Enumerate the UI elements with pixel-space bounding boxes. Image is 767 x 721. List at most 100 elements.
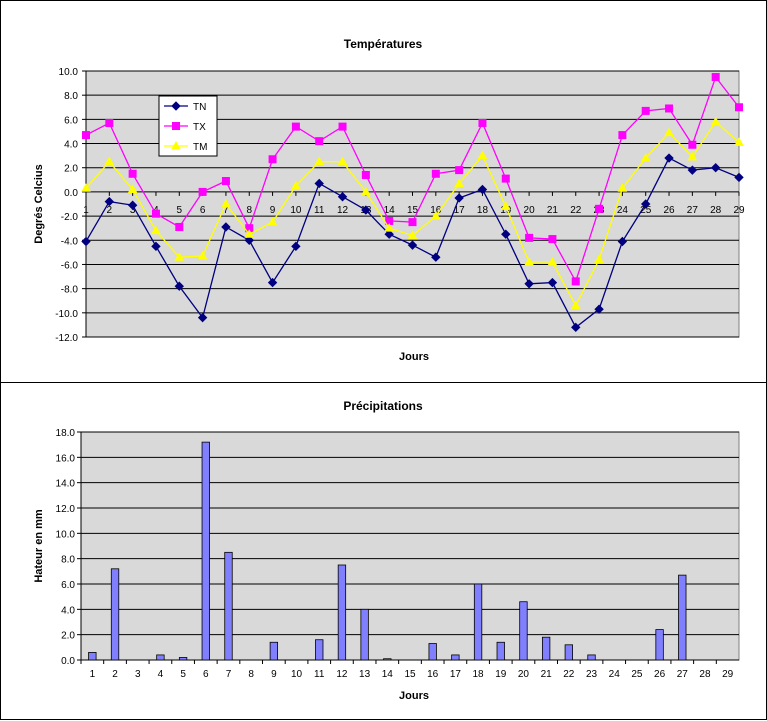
temperature-point-tm bbox=[81, 183, 91, 192]
temperature-point-tm bbox=[594, 254, 604, 264]
precipitation-chart-panel: Précipitations Jours Hateur en mm 18.0 16… bbox=[0, 382, 767, 720]
temperature-point-tn bbox=[571, 322, 581, 333]
precipitation-x-tick-label: 17 bbox=[450, 669, 462, 680]
temperature-point-tx bbox=[105, 118, 114, 127]
temperature-point-tx bbox=[525, 233, 534, 242]
precipitation-x-tick-label: 7 bbox=[226, 669, 232, 680]
temperature-point-tm bbox=[687, 151, 698, 161]
temperature-x-tick-label: 1 bbox=[83, 205, 89, 216]
temperature-x-tick-label: 24 bbox=[617, 205, 629, 216]
temperature-x-tick-label: 19 bbox=[500, 205, 512, 216]
temperature-point-tm bbox=[221, 198, 231, 208]
temperature-point-tx bbox=[82, 131, 90, 140]
temperature-point-tm bbox=[500, 201, 511, 210]
temperature-point-tn bbox=[104, 196, 115, 207]
temperature-x-tick-label: 10 bbox=[290, 205, 302, 216]
precipitation-x-tick-label: 3 bbox=[135, 669, 141, 680]
temperature-point-tn bbox=[174, 281, 184, 291]
temperature-point-tn bbox=[291, 241, 301, 252]
temperature-y-tick-label: -2.0 bbox=[61, 212, 79, 223]
temperature-y-tick-label: -8.0 bbox=[61, 285, 79, 296]
precipitation-y-tick-label: 10.0 bbox=[56, 529, 76, 540]
precipitation-x-tick-label: 10 bbox=[291, 669, 303, 680]
temperature-x-tick-label: 21 bbox=[547, 205, 559, 216]
temperature-point-tn bbox=[384, 229, 394, 239]
temperature-point-tx bbox=[221, 177, 230, 186]
temperature-x-tick-label: 6 bbox=[200, 205, 206, 216]
precipitation-y-tick-label: 18.0 bbox=[56, 428, 76, 439]
temperature-point-tx bbox=[268, 155, 277, 164]
temperature-point-tx bbox=[711, 73, 720, 82]
temperature-point-tm bbox=[640, 153, 651, 162]
precipitation-y-tick-label: 14.0 bbox=[56, 479, 76, 490]
temperature-y-tick-label: 0.0 bbox=[64, 188, 78, 199]
temperature-point-tm bbox=[617, 183, 628, 192]
legend-marker-tx bbox=[172, 122, 180, 130]
temperature-point-tn bbox=[687, 165, 698, 175]
temperature-x-tick-label: 15 bbox=[407, 205, 419, 216]
temperature-point-tx bbox=[618, 131, 627, 140]
precipitation-bar bbox=[156, 654, 165, 661]
precipitation-chart: Précipitations Jours Hateur en mm 18.016… bbox=[33, 399, 740, 702]
temperature-point-tm bbox=[407, 230, 418, 239]
temperature-point-tx bbox=[501, 174, 510, 183]
temperature-point-tn bbox=[431, 252, 441, 262]
temperature-point-tx bbox=[735, 103, 743, 112]
precipitation-x-tick-label: 9 bbox=[271, 669, 277, 680]
precipitation-bar bbox=[224, 551, 233, 661]
precipitation-y-axis-title: Hateur en mm bbox=[33, 509, 45, 583]
temperature-point-tm bbox=[524, 257, 534, 266]
precipitation-x-tick-label: 18 bbox=[473, 669, 485, 680]
precipitation-x-tick-label: 13 bbox=[359, 669, 371, 680]
temperature-point-tx bbox=[431, 169, 440, 178]
temperature-point-tm bbox=[104, 156, 115, 166]
temperature-y-axis-title: Degrés Celcius bbox=[33, 164, 45, 243]
temperature-point-tx bbox=[291, 122, 300, 131]
temperature-point-tx bbox=[641, 106, 650, 115]
temperature-point-tm bbox=[360, 186, 371, 196]
precipitation-chart-title: Précipitations bbox=[343, 399, 423, 413]
precipitation-bar bbox=[178, 657, 188, 661]
temperature-point-tm bbox=[291, 180, 301, 190]
precipitation-x-tick-label: 28 bbox=[699, 669, 711, 680]
temperature-point-tn bbox=[524, 279, 534, 289]
precipitation-bar bbox=[201, 441, 210, 661]
temperature-point-tn bbox=[454, 193, 464, 203]
temperature-x-tick-label: 3 bbox=[130, 205, 136, 216]
temperature-x-tick-label: 22 bbox=[570, 205, 582, 216]
temperature-point-tm bbox=[151, 225, 161, 235]
temperature-point-tm bbox=[337, 156, 348, 166]
precipitation-x-tick-label: 6 bbox=[203, 669, 209, 680]
temperature-point-tn bbox=[664, 153, 674, 163]
precipitation-x-tick-label: 20 bbox=[518, 669, 530, 680]
temperature-point-tm bbox=[314, 156, 325, 166]
precipitation-x-tick-label: 14 bbox=[382, 669, 394, 680]
temperature-point-tn bbox=[547, 277, 558, 288]
temperature-point-tx bbox=[478, 118, 487, 127]
precipitation-x-tick-label: 29 bbox=[722, 669, 734, 680]
temperature-point-tm bbox=[664, 127, 674, 137]
temperature-x-tick-label: 8 bbox=[246, 205, 252, 216]
temperature-y-tick-label: 10.0 bbox=[59, 67, 79, 78]
precipitation-y-tick-label: 12.0 bbox=[56, 504, 76, 515]
temperature-y-tick-label: -4.0 bbox=[61, 236, 79, 247]
temperature-point-tn bbox=[710, 163, 721, 173]
temperature-point-tm bbox=[174, 252, 185, 261]
temperature-x-axis-title: Jours bbox=[399, 351, 429, 363]
legend-label-tx: TX bbox=[193, 122, 206, 133]
temperature-point-tm bbox=[454, 178, 465, 187]
temperature-point-tn bbox=[641, 199, 651, 209]
temperature-point-tn bbox=[197, 312, 208, 323]
temperature-point-tm bbox=[430, 211, 441, 220]
legend-marker-tn bbox=[171, 101, 181, 111]
temperature-x-tick-label: 27 bbox=[687, 205, 699, 216]
temperature-point-tm bbox=[267, 217, 278, 226]
precipitation-x-tick-label: 22 bbox=[563, 669, 575, 680]
temperature-y-tick-label: 2.0 bbox=[64, 164, 78, 175]
temperature-point-tm bbox=[570, 300, 581, 310]
temperature-point-tn bbox=[594, 304, 604, 314]
temperature-chart-panel: Températures Jours Degrés Celcius 10.0 8.… bbox=[0, 0, 767, 383]
temperature-x-tick-label: 16 bbox=[430, 205, 442, 216]
precipitation-x-tick-label: 24 bbox=[609, 669, 621, 680]
temperature-point-tx bbox=[665, 104, 674, 113]
